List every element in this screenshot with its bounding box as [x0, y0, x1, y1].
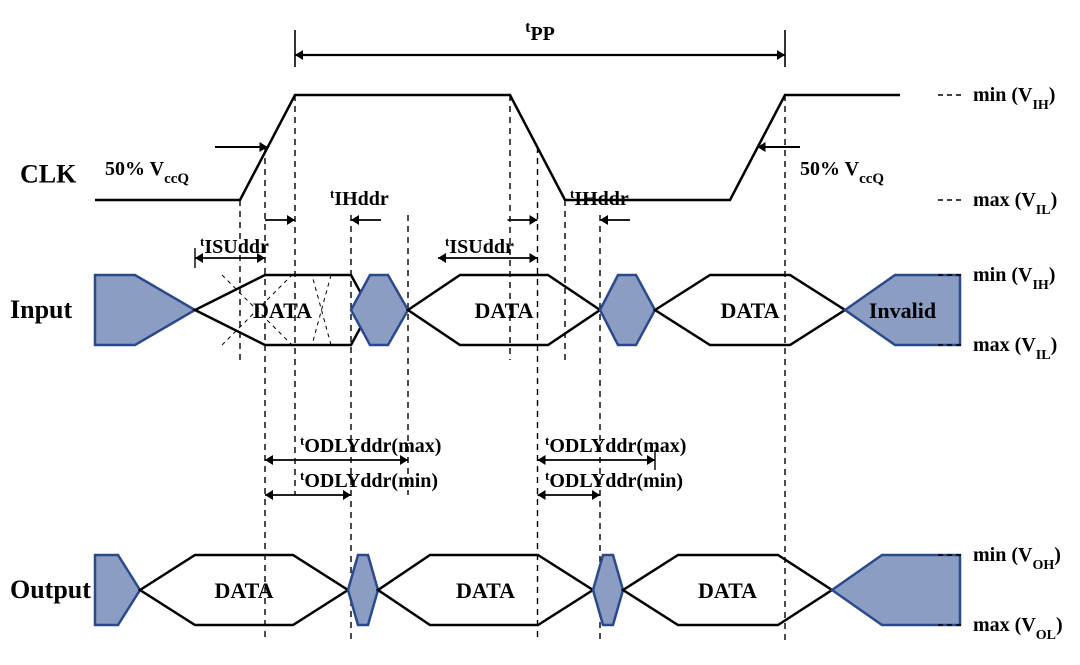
svg-text:tIHddr: tIHddr — [330, 186, 389, 211]
svg-text:tPP: tPP — [525, 19, 555, 46]
svg-text:tODLYddr(max): tODLYddr(max) — [545, 433, 686, 458]
svg-text:DATA: DATA — [474, 298, 533, 323]
svg-text:tODLYddr(min): tODLYddr(min) — [300, 468, 438, 493]
svg-text:Invalid: Invalid — [869, 298, 936, 323]
input-label: Input — [10, 295, 72, 324]
svg-text:tODLYddr(max): tODLYddr(max) — [300, 433, 441, 458]
svg-text:tODLYddr(min): tODLYddr(min) — [545, 468, 683, 493]
svg-text:DATA: DATA — [698, 578, 757, 603]
output-label: Output — [10, 575, 91, 604]
svg-text:DATA: DATA — [456, 578, 515, 603]
clk-label: CLK — [20, 160, 77, 189]
svg-text:tIHddr: tIHddr — [570, 186, 629, 211]
timing-diagram: tPPCLK50% VccQ50% VccQtIHddrtIHddrtISUdd… — [0, 0, 1080, 665]
svg-text:DATA: DATA — [214, 578, 273, 603]
svg-text:DATA: DATA — [253, 298, 312, 323]
svg-text:DATA: DATA — [720, 298, 779, 323]
svg-text:tISUddr: tISUddr — [445, 234, 514, 259]
